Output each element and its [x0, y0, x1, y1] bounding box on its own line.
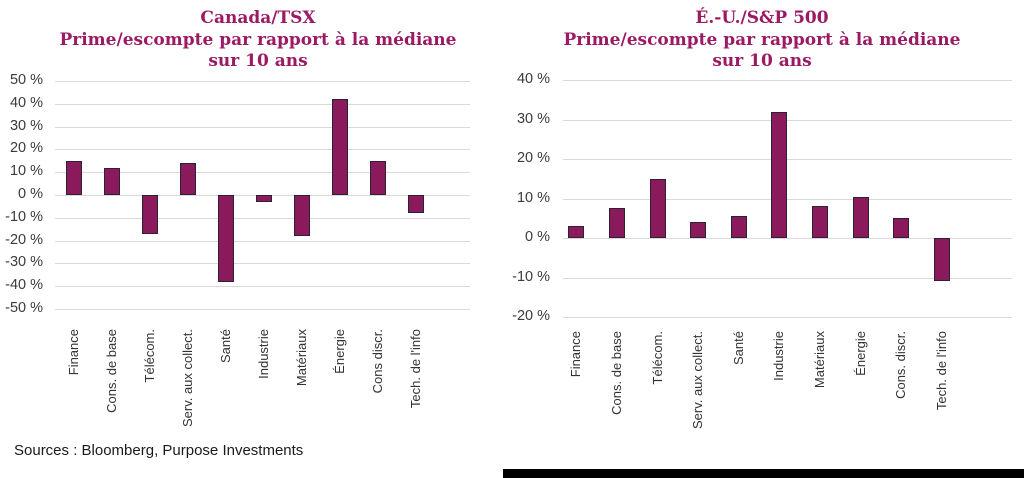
x-category-label: Énergie: [332, 329, 347, 374]
bar-Serv. aux collect.: [690, 222, 707, 238]
y-tick-label: 10 %: [516, 189, 550, 206]
y-tick-label: 40 %: [516, 71, 550, 87]
y-tick-label: 0 %: [18, 186, 43, 202]
gridline: [563, 198, 1012, 200]
gridline: [55, 309, 470, 310]
x-category-label: Industrie: [256, 329, 271, 379]
x-category-label: Tech. de l'info: [408, 329, 423, 409]
chart-title-line-3: sur 10 ans: [712, 51, 812, 71]
y-tick-label: -30 %: [5, 254, 43, 271]
y-tick-label: 10 %: [9, 163, 43, 180]
x-category-label: Finance: [568, 331, 584, 378]
x-category-label: Cons. de base: [104, 329, 119, 413]
bar-Énergie: [332, 99, 348, 195]
gridline: [563, 119, 1012, 121]
bar-Santé: [730, 216, 747, 238]
y-tick-label: 50 %: [9, 72, 43, 88]
bar-Cons discr.: [370, 160, 386, 195]
gridline: [55, 103, 470, 105]
y-tick-label: -10 %: [512, 268, 550, 285]
gridline: [55, 263, 470, 265]
y-tick-label: -50 %: [5, 300, 43, 316]
bar-Matériaux: [811, 206, 828, 238]
gridline: [55, 172, 470, 174]
chart-title: É.-U./S&P 500 Prime/escompte par rapport …: [527, 8, 997, 73]
bar-Matériaux: [294, 195, 310, 237]
y-tick-label: 30 %: [516, 110, 550, 127]
y-tick-label: 30 %: [9, 117, 43, 134]
chart-title-line-3: sur 10 ans: [208, 51, 308, 71]
x-category-label: Matériaux: [811, 331, 827, 389]
x-category-label: Santé: [218, 329, 233, 363]
gridline: [563, 238, 1012, 239]
chart-title-line-2: Prime/escompte par rapport à la médiane: [59, 29, 457, 50]
bar-Télécom.: [649, 178, 666, 238]
y-tick-label: -40 %: [5, 277, 43, 294]
gridline: [55, 240, 470, 242]
bar-Serv. aux collect.: [180, 163, 196, 195]
x-category-label: Santé: [730, 331, 746, 365]
y-tick-label: 0 %: [525, 229, 550, 245]
chart-title: Canada/TSX Prime/escompte par rapport à l…: [23, 8, 493, 73]
gridline: [55, 217, 470, 219]
bar-Finance: [66, 160, 82, 195]
gridline: [55, 149, 470, 151]
chart-title-line-1: Canada/TSX: [200, 8, 316, 28]
x-category-label: Matériaux: [294, 329, 309, 387]
y-tick-label: 20 %: [516, 150, 550, 166]
x-category-label: Serv. aux collect.: [180, 329, 195, 428]
x-category-label: Tech. de l'info: [933, 331, 949, 411]
gridline: [563, 277, 1012, 279]
bar-Tech. de l'info: [933, 238, 950, 282]
x-category-label: Cons discr.: [370, 329, 385, 394]
chart-title-line-1: É.-U./S&P 500: [695, 8, 829, 28]
gridline: [55, 81, 470, 82]
x-category-label: Industrie: [771, 331, 787, 381]
gridline: [55, 286, 470, 288]
y-tick-label: -10 %: [5, 208, 43, 225]
bar-Cons. de base: [104, 167, 120, 195]
x-category-label: Finance: [66, 329, 81, 376]
x-category-label: Serv. aux collect.: [690, 331, 706, 430]
gridline: [563, 317, 1012, 318]
x-category-label: Cons. discr.: [893, 331, 909, 399]
gridline: [563, 159, 1012, 160]
y-tick-label: -20 %: [512, 308, 550, 324]
gridline: [563, 80, 1012, 81]
y-tick-label: 20 %: [9, 140, 43, 157]
bar-Cons. de base: [608, 208, 625, 238]
bar-Tech. de l'info: [408, 195, 424, 214]
x-category-label: Télécom.: [649, 331, 665, 385]
x-category-label: Cons. de base: [608, 331, 624, 415]
x-category-label: Télécom.: [142, 329, 157, 383]
bar-Industrie: [256, 195, 272, 202]
gridline: [55, 126, 470, 128]
bar-Cons. discr.: [893, 218, 910, 238]
y-tick-label: -20 %: [5, 231, 43, 248]
bar-Santé: [218, 195, 234, 282]
y-tick-label: 40 %: [9, 94, 43, 111]
bar-Finance: [568, 226, 585, 238]
chart-title-line-2: Prime/escompte par rapport à la médiane: [563, 29, 961, 50]
bar-Énergie: [852, 196, 869, 238]
x-category-label: Énergie: [852, 331, 868, 376]
bar-Industrie: [771, 111, 788, 238]
source-note: Sources : Bloomberg, Purpose Investments: [14, 442, 304, 459]
bottom-divider-bar: [503, 469, 1024, 478]
bar-Télécom.: [142, 195, 158, 234]
